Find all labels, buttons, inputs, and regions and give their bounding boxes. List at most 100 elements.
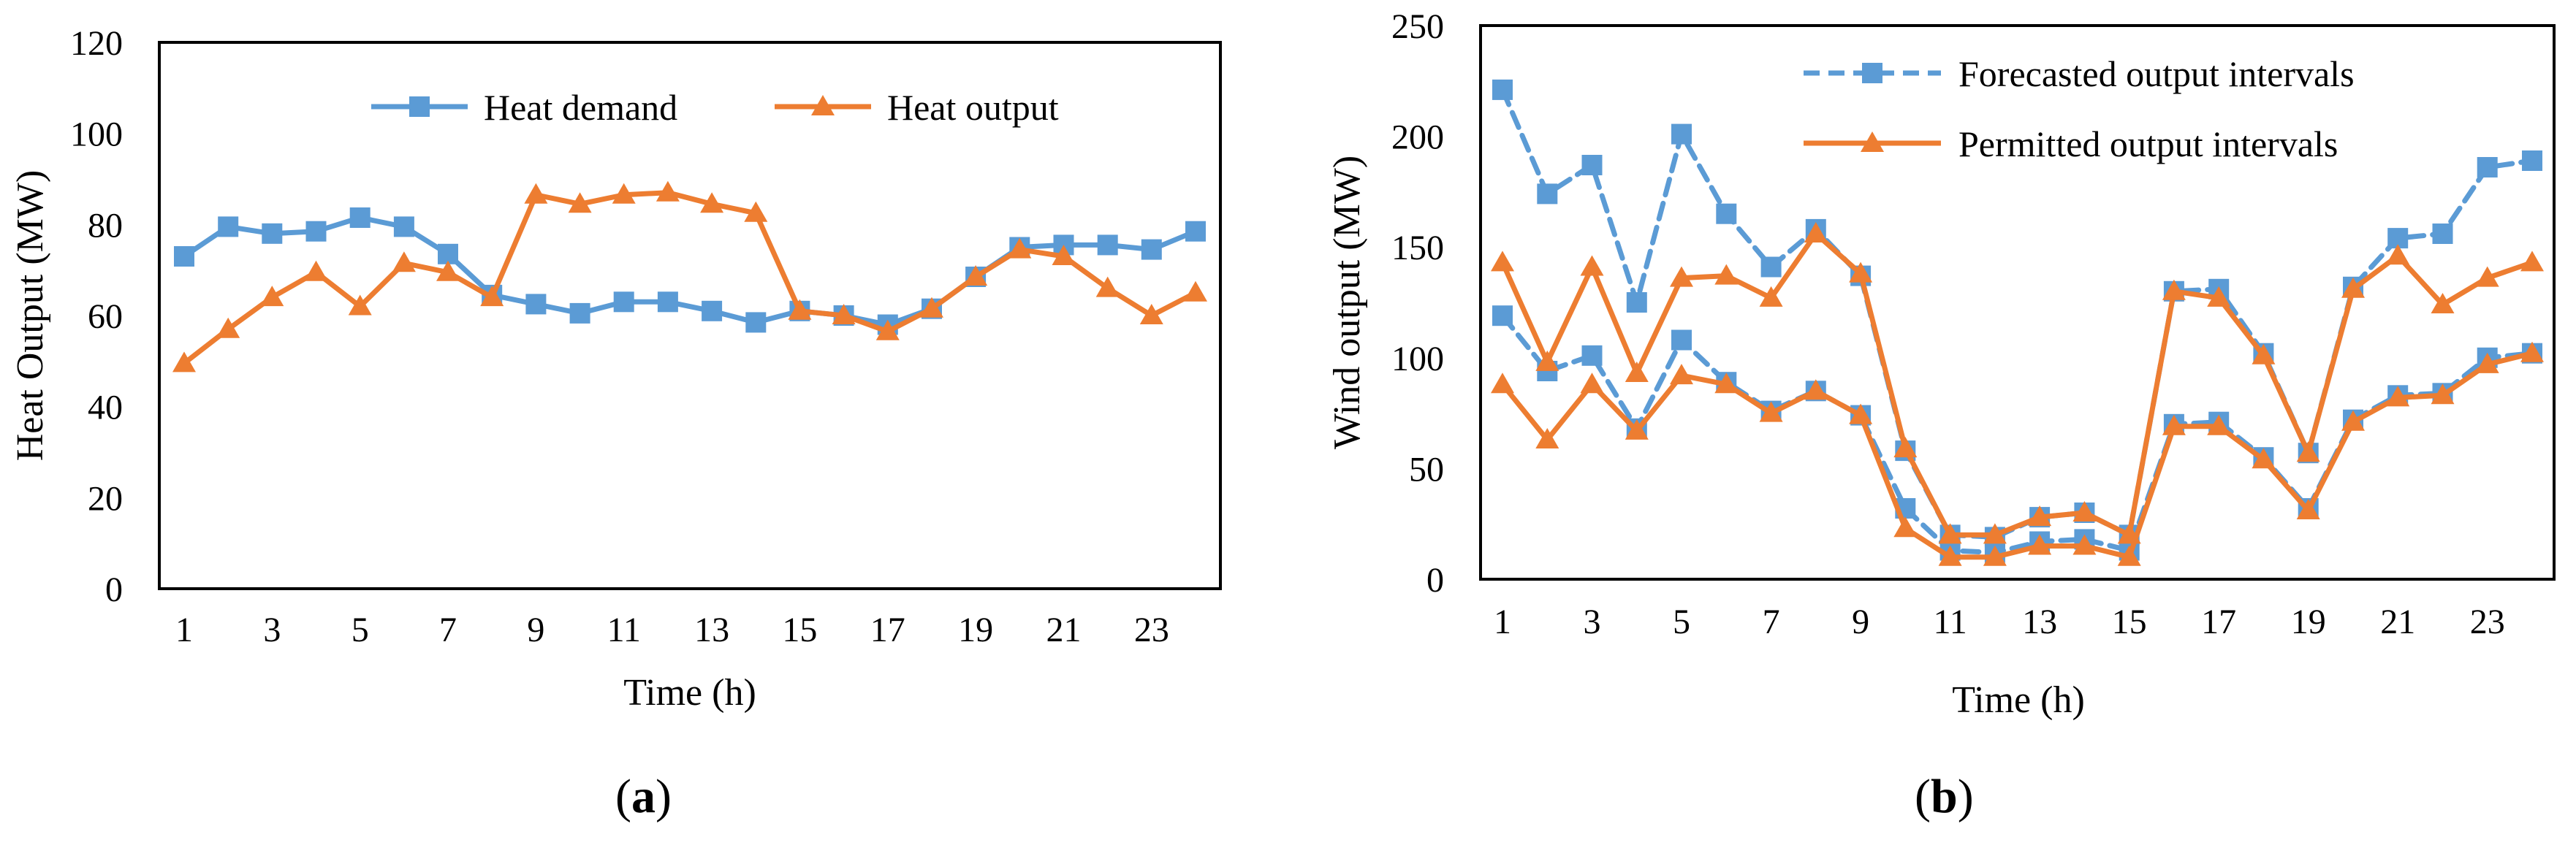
chart-b-plot-frame	[1479, 24, 2556, 581]
chart-a-x-tick-label: 11	[607, 611, 641, 649]
chart-b-data-point	[2207, 286, 2231, 307]
chart-b-data-point	[2475, 352, 2499, 373]
chart-a-x-tick-label: 1	[175, 611, 193, 649]
chart-a-legend-label-heat-output: Heat output	[887, 87, 1059, 128]
chart-b-y-tick-labels: 0 50 100 150 200 250	[1391, 7, 1444, 600]
chart-a-series-line-1	[181, 190, 1198, 366]
chart-a-data-point	[745, 312, 767, 333]
chart-a-data-point	[174, 246, 194, 267]
chart-b-x-tick-label: 17	[2201, 603, 2236, 641]
chart-b-data-point	[1983, 523, 2007, 544]
chart-a-data-point	[612, 183, 636, 204]
chart-b-data-point	[1535, 350, 1559, 371]
chart-b-data-point	[1759, 286, 1783, 307]
chart-b-data-point	[2475, 266, 2499, 287]
chart-a-y-axis-label: Heat Output (MW)	[10, 170, 51, 462]
chart-b-data-point	[1670, 364, 1693, 385]
chart-a-data-point	[480, 286, 504, 307]
chart-a-data-point	[1008, 237, 1032, 259]
chart-b-series	[1491, 79, 2544, 566]
chart-a-data-point	[964, 265, 988, 286]
chart-a-legend: Heat demand Heat output	[371, 87, 1059, 128]
chart-a-legend-marker-heat-demand	[409, 96, 430, 117]
chart-a-data-point	[392, 251, 416, 272]
chart-a-data-point	[613, 291, 634, 313]
chart-b-series-line-3	[1500, 351, 2535, 560]
chart-b-data-point	[1581, 155, 1603, 175]
chart-b-x-tick-label: 15	[2112, 603, 2147, 641]
chart-a-x-tick-label: 5	[352, 611, 369, 649]
chart-b-data-point	[2028, 534, 2052, 555]
chart-b-y-tick-label: 200	[1391, 118, 1444, 157]
chart-b-data-point	[2520, 251, 2544, 272]
chart-a-x-tick-label: 13	[694, 611, 729, 649]
chart-b-data-point	[2072, 534, 2097, 555]
chart-a-x-axis-label: Time (h)	[623, 672, 756, 714]
chart-b-x-axis-label: Time (h)	[1952, 679, 2085, 721]
chart-b-data-point	[2386, 244, 2410, 265]
chart-b-data-point	[1849, 261, 1873, 283]
chart-b-data-point	[1671, 123, 1692, 145]
chart-a-x-tick-label: 21	[1046, 611, 1081, 649]
chart-b-y-tick-label: 150	[1391, 229, 1444, 267]
chart-a-data-point	[744, 201, 768, 222]
chart-b-panel-label-close: )	[1958, 770, 1974, 823]
chart-a-y-tick-labels: 0 20 40 60 80 100 120	[70, 24, 123, 609]
chart-b-data-point	[2477, 157, 2498, 177]
chart-b-data-point	[1535, 428, 1559, 448]
chart-b-series-line-1	[1500, 313, 2535, 556]
chart-b-data-point	[2028, 505, 2052, 527]
chart-b-legend: Forecasted output intervals Permitted ou…	[1804, 53, 2355, 164]
chart-b-data-point	[1716, 203, 1737, 224]
chart-b-data-point	[1492, 79, 1513, 100]
chart-b-data-point	[1625, 362, 1649, 382]
chart-a-data-point	[172, 351, 196, 373]
chart-a-data-point	[1139, 304, 1163, 324]
chart-a-y-tick-label: 80	[88, 206, 123, 245]
chart-a-data-point	[569, 302, 590, 324]
chart-b-x-tick-label: 7	[1763, 603, 1780, 641]
chart-a-data-point	[305, 221, 327, 242]
chart-b-panel-label: (b)	[1915, 770, 1974, 823]
chart-b-data-point	[1938, 545, 1962, 566]
chart-b-x-tick-label: 3	[1584, 603, 1601, 641]
chart-b-series-line-2	[1500, 231, 2535, 538]
chart-b-x-tick-label: 13	[2022, 603, 2057, 641]
chart-b-y-tick-label: 0	[1426, 561, 1444, 600]
chart-b-data-point	[1580, 255, 1604, 276]
chart-b-data-point	[1893, 516, 1918, 538]
chart-b-legend-label-forecasted: Forecasted output intervals	[1958, 53, 2355, 94]
chart-b-data-point	[2162, 414, 2186, 435]
chart-a-x-tick-label: 17	[870, 611, 905, 649]
chart-a-data-point	[216, 317, 240, 338]
chart-b-x-tick-label: 23	[2470, 603, 2505, 641]
chart-b-data-point	[1804, 222, 1828, 242]
chart-b-y-axis-label: Wind output (MW)	[1326, 156, 1368, 449]
chart-b-legend-label-permitted: Permitted output intervals	[1958, 123, 2338, 164]
chart-a-data-point	[1095, 276, 1120, 297]
chart-a-data-point	[1185, 221, 1206, 242]
chart-b-legend-item-permitted: Permitted output intervals	[1804, 123, 2338, 164]
chart-a-data-point	[788, 299, 812, 320]
chart-b-x-tick-label: 11	[1933, 603, 1967, 641]
chart-a-panel-label-letter: a	[631, 770, 656, 823]
chart-a-x-tick-label: 19	[958, 611, 993, 649]
chart-b-data-point	[1938, 523, 1962, 544]
chart-a-y-tick-label: 120	[70, 24, 123, 63]
chart-b-data-point	[1626, 292, 1647, 313]
chart-b-data-point	[2341, 410, 2365, 431]
chart-b-x-tick-label: 1	[1494, 603, 1511, 641]
chart-a-x-tick-label: 7	[439, 611, 457, 649]
chart-b-data-point	[1760, 256, 1782, 278]
chart-a-legend-label-heat-demand: Heat demand	[484, 87, 677, 128]
chart-b-data-point	[2162, 279, 2186, 300]
chart-b-panel-label-open: (	[1915, 770, 1931, 823]
chart-b-data-point	[1670, 266, 1693, 287]
chart-b-x-tick-label: 5	[1673, 603, 1690, 641]
chart-a-data-point	[393, 216, 414, 237]
chart-a-data-point	[1184, 280, 1207, 302]
chart-b-data-point	[1714, 373, 1739, 394]
chart-a-data-point	[568, 192, 592, 213]
